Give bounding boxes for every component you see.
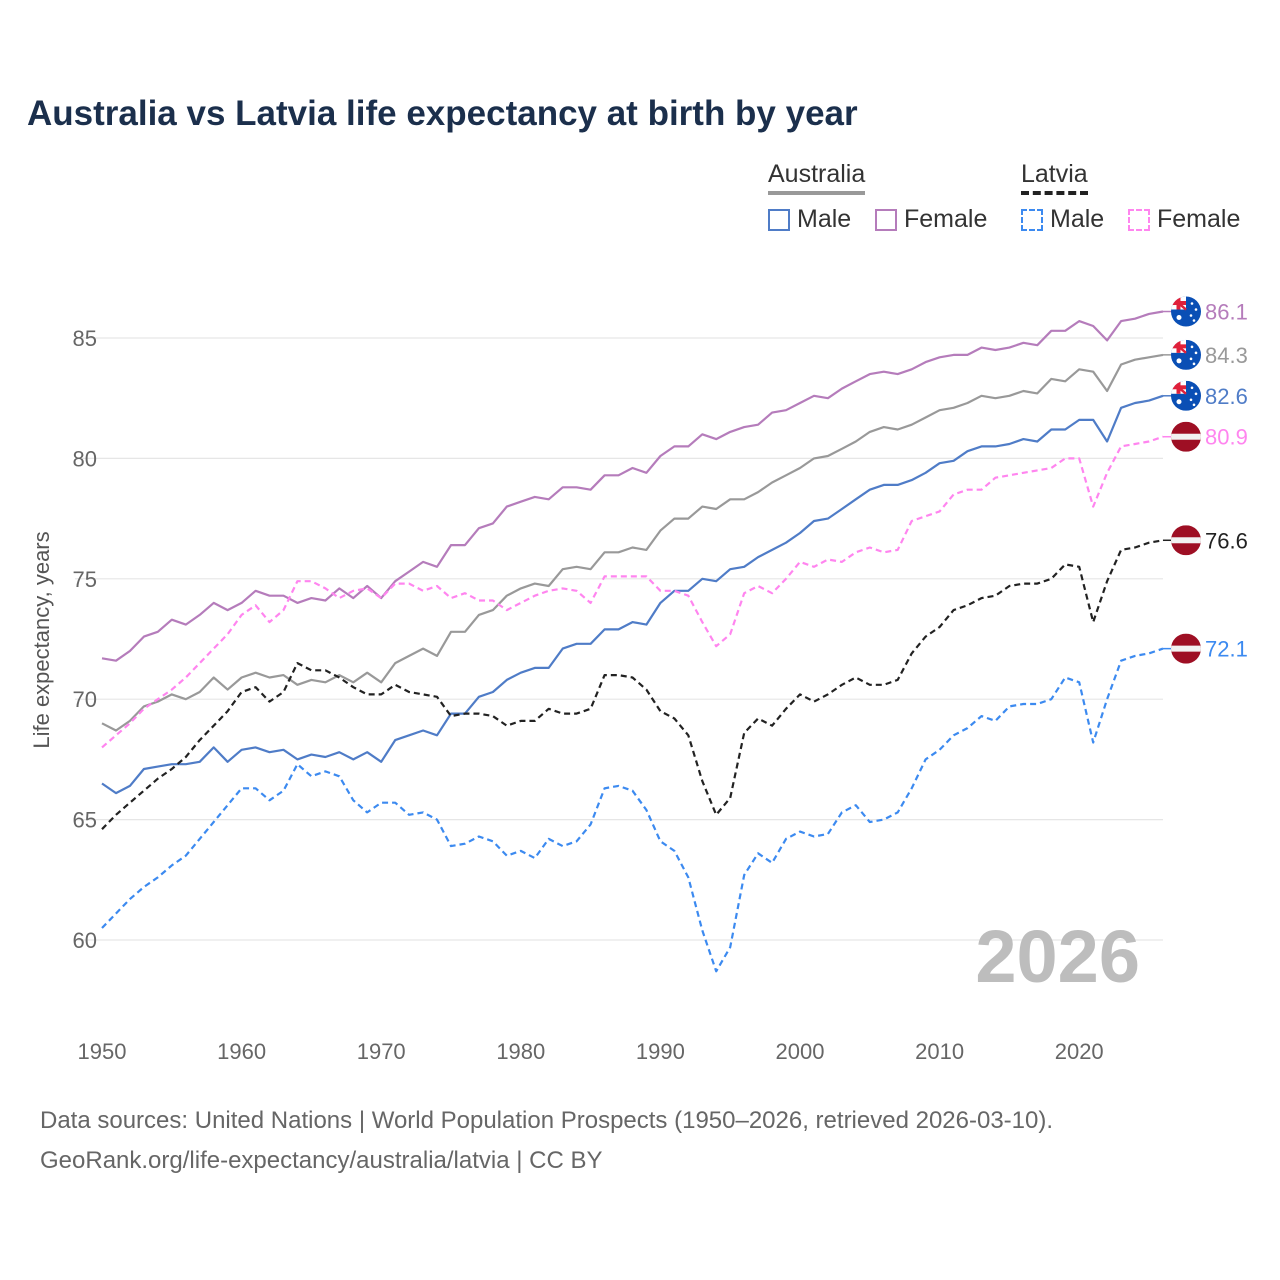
legend-swatch-latvia-male <box>1021 208 1043 231</box>
legend-heading-australia: Australia <box>768 160 866 195</box>
end-value-label-au_male: 82.6 <box>1205 384 1248 409</box>
y-tick-labels: 60 65 70 75 80 85 <box>73 326 97 953</box>
legend-label: Male <box>1050 205 1105 233</box>
y-tick-label: 85 <box>73 326 97 351</box>
legend-heading-latvia: Latvia <box>1021 160 1088 195</box>
australia-flag-icon <box>1171 339 1201 370</box>
x-tick-label: 1970 <box>357 1039 406 1064</box>
series-line-au_total <box>101 353 1164 732</box>
y-tick-label: 70 <box>73 687 97 712</box>
legend-label: Female <box>904 205 988 233</box>
x-tick-label: 1960 <box>217 1039 266 1064</box>
series-line-lv_male <box>101 647 1164 973</box>
legend-group-latvia: Latvia <box>1021 160 1088 195</box>
series-line-au_male <box>101 394 1164 795</box>
latvia-flag-icon <box>1171 525 1201 556</box>
legend-group-australia: Australia <box>768 160 866 195</box>
end-labels: 86.1 84.3 82.6 80.9 76.6 72.1 <box>1162 296 1248 664</box>
footer-sources: Data sources: United Nations | World Pop… <box>40 1107 1054 1134</box>
y-tick-label: 60 <box>73 928 97 953</box>
legend-item-latvia-female[interactable]: Female <box>1128 205 1240 234</box>
x-tick-label: 1950 <box>78 1039 127 1064</box>
y-tick-label: 80 <box>73 446 97 471</box>
footer-link[interactable]: GeoRank.org/life-expectancy/australia/la… <box>40 1147 603 1174</box>
series-line-au_female <box>101 310 1164 662</box>
series-line-lv_female <box>101 435 1164 749</box>
year-watermark: 2026 <box>975 915 1140 998</box>
end-value-label-lv_total: 76.6 <box>1205 528 1248 553</box>
chart-title: Australia vs Latvia life expectancy at b… <box>27 94 858 133</box>
y-tick-label: 75 <box>73 567 97 592</box>
series-line-lv_total <box>101 539 1164 830</box>
legend-swatch-latvia-female <box>1128 208 1150 231</box>
latvia-flag-icon <box>1171 421 1201 452</box>
legend-swatch-australia-female <box>875 208 897 231</box>
x-tick-label: 2020 <box>1055 1039 1104 1064</box>
y-axis-label: Life expectancy, years <box>29 531 54 749</box>
y-tick-label: 65 <box>73 808 97 833</box>
latvia-flag-icon <box>1171 633 1201 664</box>
end-value-label-au_female: 86.1 <box>1205 300 1248 325</box>
legend-swatch-australia-male <box>768 208 790 231</box>
x-tick-label: 1990 <box>636 1039 685 1064</box>
legend-label: Male <box>797 205 852 233</box>
end-value-label-lv_female: 80.9 <box>1205 425 1248 450</box>
grid-lines <box>75 337 1163 941</box>
series-lines <box>101 310 1164 973</box>
end-value-label-lv_male: 72.1 <box>1205 637 1248 662</box>
end-value-label-au_total: 84.3 <box>1205 343 1248 368</box>
x-tick-label: 2000 <box>776 1039 825 1064</box>
x-tick-label: 1980 <box>496 1039 545 1064</box>
legend-item-australia-female[interactable]: Female <box>875 205 987 234</box>
australia-flag-icon <box>1171 380 1201 411</box>
x-tick-labels: 1950 1960 1970 1980 1990 2000 2010 2020 <box>78 1039 1104 1064</box>
australia-flag-icon <box>1171 296 1201 327</box>
x-tick-label: 2010 <box>915 1039 964 1064</box>
legend-label: Female <box>1157 205 1241 233</box>
legend-item-latvia-male[interactable]: Male <box>1021 205 1104 234</box>
legend-item-australia-male[interactable]: Male <box>768 205 851 234</box>
